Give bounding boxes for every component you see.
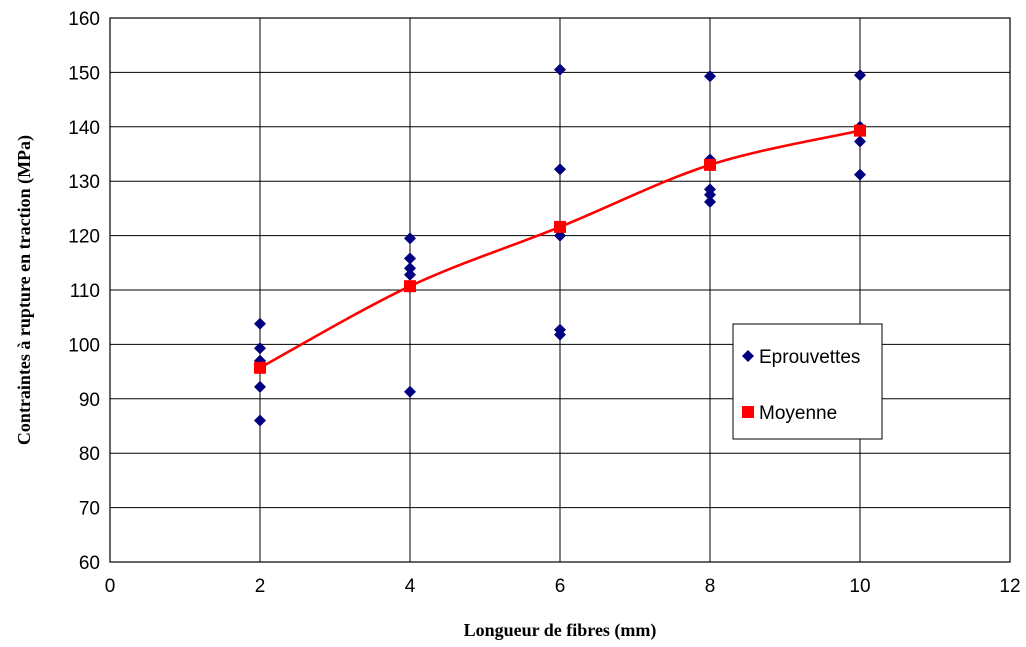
- eprouvette-point: [254, 414, 266, 427]
- y-tick-label: 70: [79, 499, 100, 520]
- x-axis-title: Longueur de fibres (mm): [464, 620, 657, 641]
- eprouvette-point: [704, 195, 716, 208]
- eprouvette-point: [854, 135, 866, 148]
- eprouvette-point: [254, 342, 266, 355]
- y-tick-label: 110: [70, 281, 100, 302]
- x-tick-label: 2: [255, 576, 266, 597]
- y-tick-label: 100: [68, 335, 100, 356]
- tick-labels: 60 70 80 90 100 110 120 130 140 150 160 0 2 4 6 8 10 12: [68, 9, 1020, 597]
- legend-label-eprouvettes: Eprouvettes: [759, 347, 860, 368]
- x-tick-label: 12: [999, 576, 1020, 597]
- y-axis-title: Contraintes à rupture en traction (MPa): [14, 135, 35, 445]
- y-tick-label: 150: [68, 63, 100, 84]
- x-tick-label: 4: [405, 576, 416, 597]
- moyenne-point: [254, 361, 266, 374]
- eprouvette-point: [554, 328, 566, 341]
- moyenne-point: [554, 220, 566, 233]
- eprouvette-point: [554, 163, 566, 176]
- eprouvette-point: [704, 70, 716, 83]
- plot-area: [109, 17, 1011, 563]
- y-tick-label: 130: [68, 172, 100, 193]
- eprouvette-point: [554, 63, 566, 76]
- y-tick-label: 80: [79, 444, 100, 465]
- moyenne-point: [404, 280, 416, 293]
- y-tick-label: 160: [68, 9, 100, 30]
- eprouvette-point: [254, 380, 266, 393]
- eprouvette-point: [404, 252, 416, 265]
- eprouvette-point: [404, 268, 416, 281]
- moyenne-point: [704, 158, 716, 171]
- x-tick-label: 10: [849, 576, 870, 597]
- eprouvette-point: [854, 168, 866, 181]
- legend: Eprouvettes Moyenne: [732, 323, 883, 440]
- legend-box: [732, 323, 883, 440]
- y-tick-label: 90: [79, 390, 100, 411]
- eprouvette-point: [854, 69, 866, 82]
- eprouvette-point: [404, 385, 416, 398]
- eprouvette-point: [704, 188, 716, 201]
- legend-marker-eprouvettes: [742, 350, 754, 362]
- points-layer: [254, 63, 866, 427]
- y-tick-label: 60: [79, 553, 100, 574]
- y-tick-label: 140: [68, 118, 100, 139]
- eprouvette-point: [404, 262, 416, 275]
- y-tick-label: 120: [68, 227, 100, 248]
- x-tick-label: 0: [105, 576, 116, 597]
- eprouvette-point: [254, 317, 266, 330]
- x-tick-label: 6: [555, 576, 566, 597]
- x-tick-label: 8: [705, 576, 716, 597]
- legend-marker-moyenne: [742, 406, 754, 418]
- moyenne-point: [854, 124, 866, 137]
- eprouvette-point: [404, 232, 416, 245]
- legend-label-moyenne: Moyenne: [759, 403, 837, 424]
- gridlines: [110, 17, 1010, 563]
